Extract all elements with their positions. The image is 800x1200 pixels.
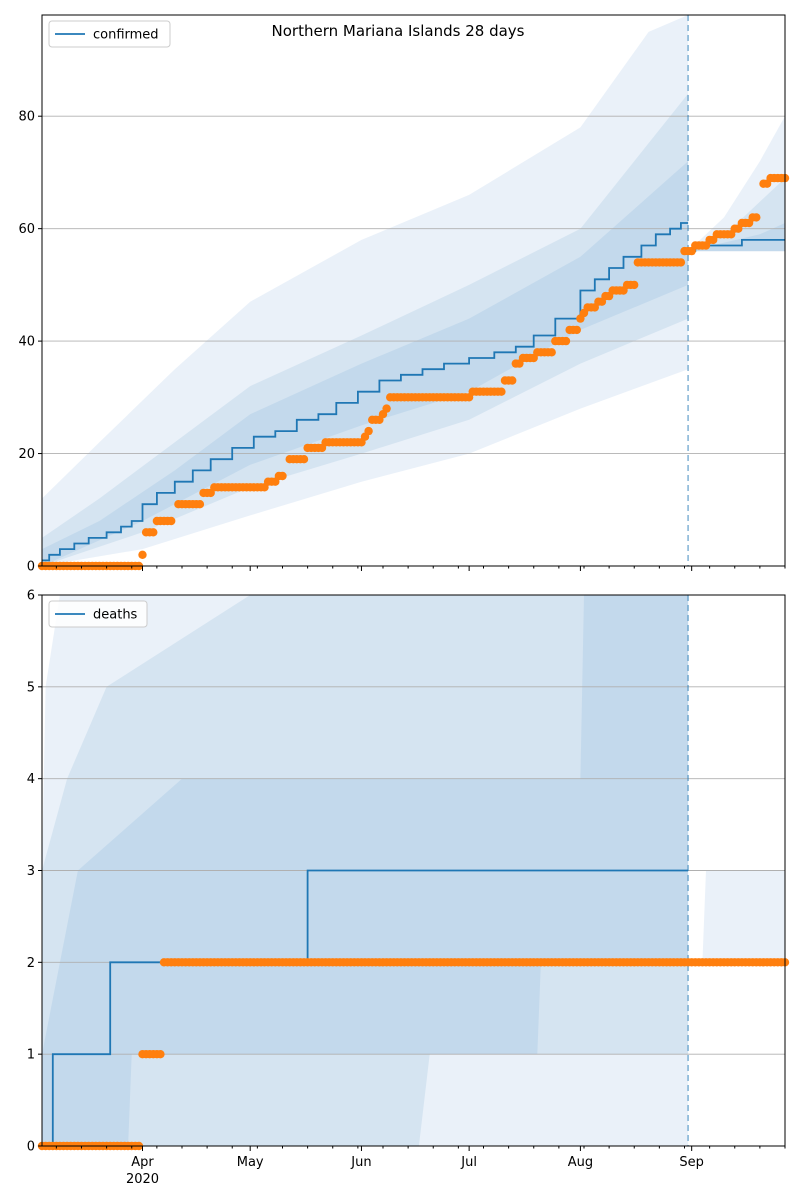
confirmed-legend: confirmed: [48, 20, 171, 48]
confirmed-uncertainty-bands: [42, 15, 785, 566]
y-tick-label: 60: [18, 222, 35, 237]
deaths-observed-dots: [37, 958, 790, 1151]
confirmed-x-ticks: [55, 566, 786, 571]
y-tick-label: 2: [27, 956, 35, 971]
x-tick-label: Jun: [350, 1155, 371, 1170]
chart-title: Northern Mariana Islands 28 days: [272, 22, 525, 40]
observed-dot: [382, 404, 391, 413]
band-outer-3: [688, 870, 785, 963]
y-tick-label: 4: [27, 772, 35, 787]
observed-dot: [572, 325, 581, 335]
x-tick-label: Jul: [460, 1155, 477, 1170]
deaths-line: [42, 869, 689, 1146]
y-tick-label: 5: [27, 680, 35, 695]
observed-dot: [278, 471, 287, 481]
y-tick-label: 1: [27, 1048, 35, 1063]
observed-dot: [630, 280, 639, 290]
band-middle-4: [688, 178, 785, 252]
observed-dot: [547, 348, 556, 357]
x-tick-year-label: 2020: [126, 1172, 159, 1187]
observed-dot: [299, 455, 309, 464]
confirmed-gridlines: [42, 115, 785, 455]
deaths-y-ticks: 0 1 2 3 4 5 6: [27, 589, 42, 1155]
observed-dot: [561, 336, 571, 346]
observed-dot: [195, 500, 205, 509]
y-tick-label: 0: [27, 1140, 35, 1155]
deaths-panel: 0 1 2 3 4 5 6 Apr 2020 May Jun Jul Aug Sep deaths: [27, 589, 790, 1187]
deaths-legend-box: [48, 600, 148, 628]
observed-dot: [508, 376, 517, 385]
observed-dot: [497, 387, 506, 396]
x-tick-label: Sep: [679, 1155, 704, 1170]
y-tick-label: 6: [27, 589, 35, 604]
observed-dot: [156, 1050, 165, 1059]
x-tick-label: Aug: [568, 1155, 593, 1170]
x-tick-label: Apr: [131, 1155, 154, 1170]
band-inner-2: [42, 161, 689, 566]
y-tick-label: 3: [27, 864, 35, 879]
y-tick-label: 40: [18, 335, 35, 350]
confirmed-y-ticks: 0 20 40 60 80: [18, 110, 42, 575]
deaths-legend-label: deaths: [93, 608, 138, 623]
y-tick-label: 80: [18, 110, 35, 125]
confirmed-panel: 0 20 40 60 80 Northern Mariana Islands 28 da…: [18, 14, 790, 575]
observed-dot: [676, 258, 686, 267]
observed-dot: [138, 550, 147, 559]
observed-dot: [167, 516, 176, 526]
band-inner-5: [688, 223, 785, 252]
y-tick-label: 0: [27, 560, 35, 575]
deaths-legend: deaths: [48, 600, 148, 628]
observed-dot: [752, 213, 761, 222]
confirmed-legend-box: [48, 20, 171, 48]
confirmed-legend-label: confirmed: [93, 28, 159, 43]
band-middle-1: [42, 93, 689, 566]
observed-dot: [364, 426, 373, 436]
deaths-series: [42, 869, 689, 1146]
deaths-x-ticks: Apr 2020 May Jun Jul Aug Sep: [55, 1146, 786, 1187]
x-tick-label: May: [237, 1155, 264, 1170]
observed-dot: [149, 528, 158, 537]
y-tick-label: 20: [18, 447, 35, 462]
confirmed-axes-frame: [41, 14, 786, 567]
